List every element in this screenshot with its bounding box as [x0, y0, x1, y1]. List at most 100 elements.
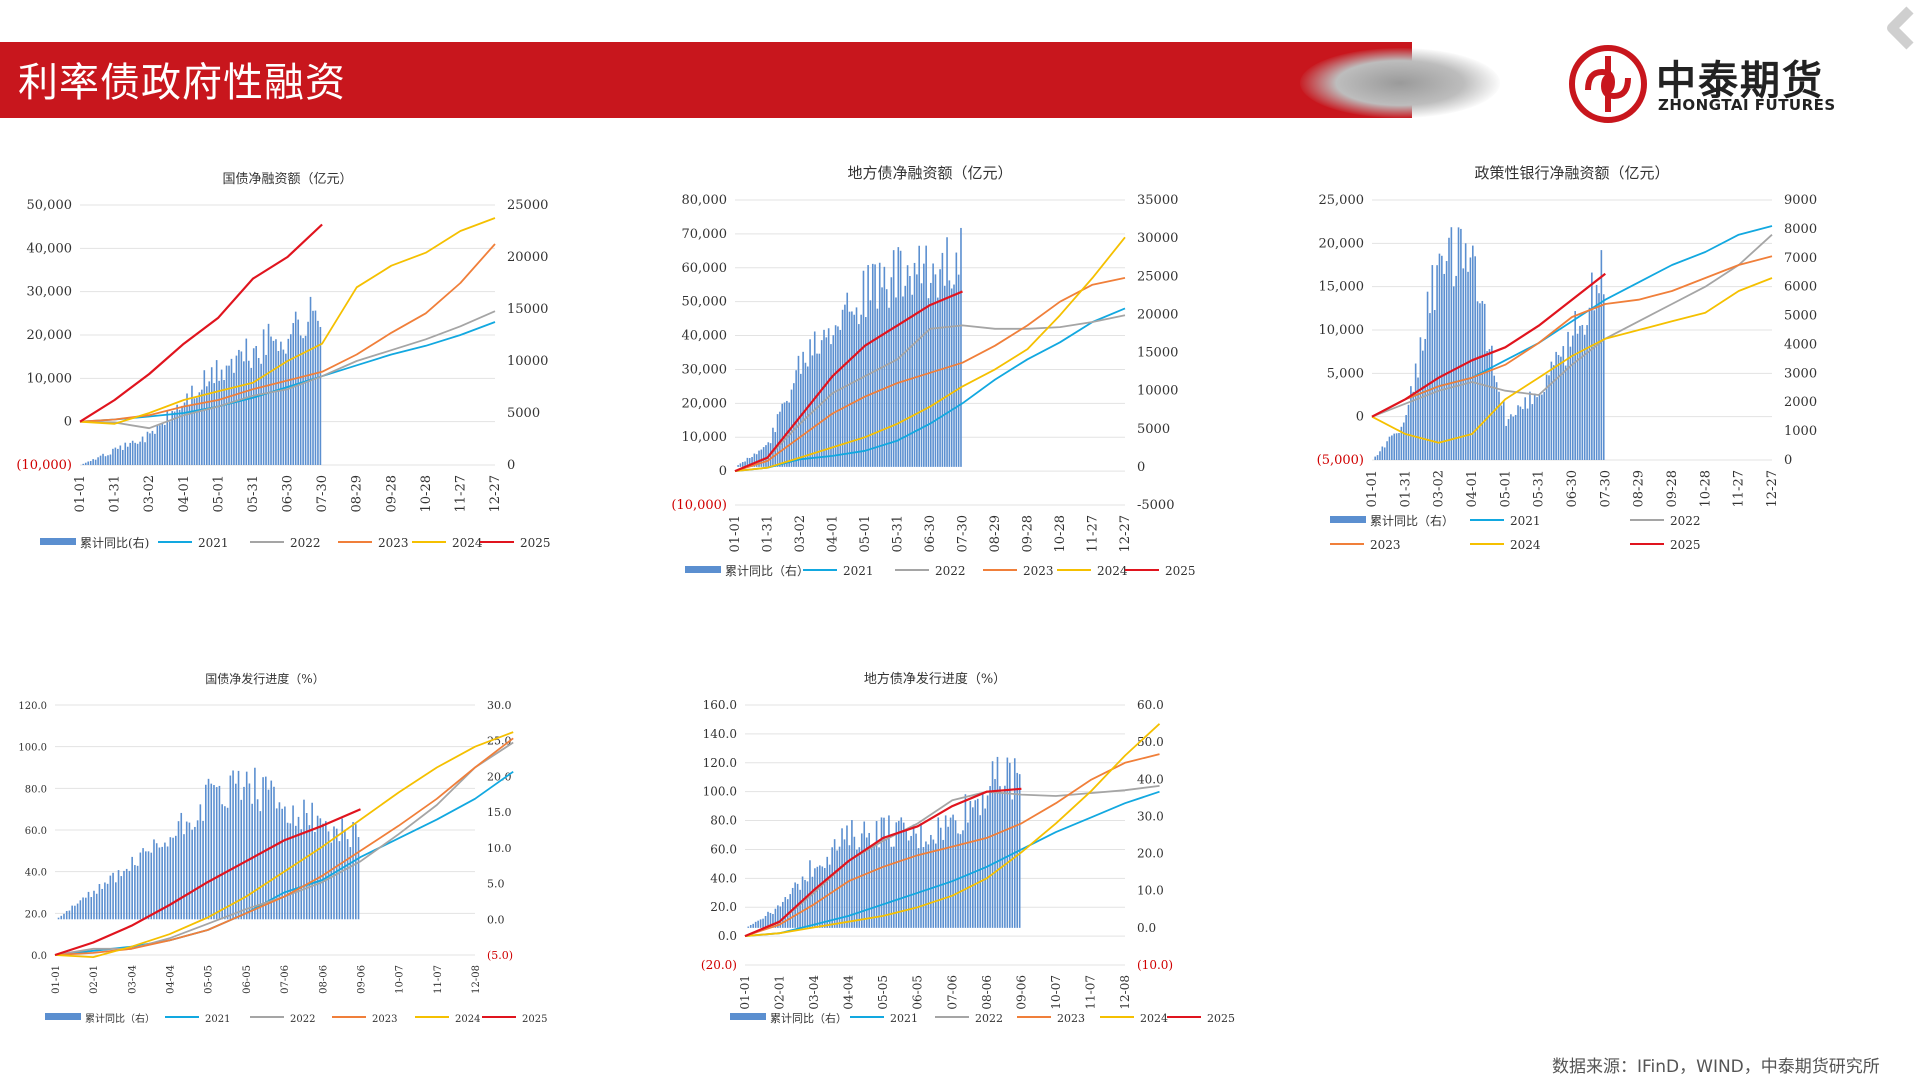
bar-cumulative-yoy [349, 847, 352, 920]
bar-cumulative-yoy [907, 840, 910, 928]
bar-cumulative-yoy [751, 457, 753, 467]
x-tick-label: 10-07 [1049, 975, 1063, 1010]
bar-cumulative-yoy [814, 868, 816, 928]
bar-cumulative-yoy [865, 317, 867, 467]
y-left-tick-label: 30,000 [682, 362, 728, 377]
series-line-2023 [734, 277, 1126, 472]
bar-cumulative-yoy [87, 461, 90, 465]
bar-cumulative-yoy [772, 914, 774, 928]
bar-cumulative-yoy [749, 924, 752, 928]
y-left-tick-label: 0.0 [718, 929, 737, 943]
bar-cumulative-yoy [158, 847, 161, 920]
bar-cumulative-yoy [136, 443, 139, 465]
bar-cumulative-yoy [109, 875, 112, 920]
y-right-tick-label: 0 [507, 458, 515, 473]
bar-cumulative-yoy [210, 367, 213, 465]
bar-cumulative-yoy [964, 794, 967, 928]
x-tick-label: 04-01 [177, 475, 192, 512]
bar-cumulative-yoy [943, 285, 946, 467]
bar-cumulative-yoy [1586, 325, 1588, 460]
x-tick-label: 05-05 [204, 965, 215, 994]
bar-cumulative-yoy [1376, 455, 1379, 460]
bar-cumulative-yoy [163, 424, 166, 465]
y-right-tick-label: 50.0 [1137, 735, 1164, 749]
y-right-tick-label: 0.0 [487, 913, 505, 926]
series-line-2022 [744, 785, 1160, 937]
bar-cumulative-yoy [300, 829, 303, 920]
bar-cumulative-yoy [115, 882, 117, 920]
bar-cumulative-yoy [818, 353, 821, 467]
bar-cumulative-yoy [747, 926, 750, 928]
y-left-tick-label: 10,000 [27, 371, 73, 386]
legend-label: 2025 [522, 1014, 547, 1025]
x-tick-label: 10-28 [1053, 515, 1068, 552]
bar-cumulative-yoy [941, 252, 944, 467]
bar-cumulative-yoy [196, 397, 198, 465]
bar-cumulative-yoy [1464, 243, 1467, 460]
x-tick-label: 07-30 [1598, 470, 1613, 507]
bar-cumulative-yoy [275, 339, 277, 465]
x-tick-label: 04-04 [166, 965, 177, 994]
bar-cumulative-yoy [317, 320, 319, 465]
series-line-2022 [1371, 234, 1773, 418]
bar-cumulative-yoy [155, 843, 158, 920]
bar-cumulative-yoy [1481, 300, 1484, 460]
bar-cumulative-yoy [63, 913, 65, 920]
bar-cumulative-yoy [180, 812, 183, 920]
x-tick-label: 06-30 [1565, 470, 1580, 507]
bar-cumulative-yoy [1591, 272, 1593, 460]
bar-cumulative-yoy [344, 829, 346, 920]
bar-cumulative-yoy [1517, 405, 1519, 460]
x-tick-label: 01-01 [1365, 470, 1380, 507]
bar-cumulative-yoy [1550, 361, 1553, 460]
bar-cumulative-yoy [752, 923, 755, 928]
bar-cumulative-yoy [285, 353, 287, 465]
bar-cumulative-yoy [925, 245, 927, 467]
bar-cumulative-yoy [953, 284, 955, 467]
bar-cumulative-yoy [210, 783, 213, 920]
bar-cumulative-yoy [92, 459, 94, 465]
bar-cumulative-yoy [151, 430, 154, 465]
bar-cumulative-yoy [979, 815, 982, 928]
bar-cumulative-yoy [868, 832, 870, 928]
x-tick-label: 04-01 [1465, 470, 1480, 507]
x-tick-label: 04-01 [826, 515, 841, 552]
bar-cumulative-yoy [794, 882, 796, 928]
bar-cumulative-yoy [957, 274, 960, 467]
legend-label: 2023 [378, 536, 409, 550]
bar-cumulative-yoy [841, 828, 843, 928]
bar-cumulative-yoy [830, 344, 832, 467]
y-right-tick-label: 10.0 [1137, 884, 1164, 898]
bar-cumulative-yoy [251, 803, 253, 920]
bar-cumulative-yoy [121, 449, 124, 465]
bar-cumulative-yoy [243, 786, 245, 920]
bar-cumulative-yoy [1533, 393, 1536, 460]
bar-cumulative-yoy [885, 289, 888, 467]
bar-cumulative-yoy [166, 846, 169, 920]
bar-cumulative-yoy [93, 890, 95, 920]
y-left-tick-label: 50,000 [27, 198, 73, 213]
bar-cumulative-yoy [949, 817, 952, 928]
bar-cumulative-yoy [232, 770, 234, 920]
bar-cumulative-yoy [853, 836, 856, 928]
bar-cumulative-yoy [870, 848, 873, 928]
x-tick-label: 05-31 [246, 475, 261, 512]
bar-cumulative-yoy [297, 319, 299, 465]
bar-cumulative-yoy [144, 442, 146, 465]
bar-cumulative-yoy [107, 455, 109, 465]
data-source-note: 数据来源：IFinD，WIND，中泰期货研究所 [1552, 1057, 1880, 1077]
y-left-tick-label: 100.0 [703, 785, 737, 799]
bar-cumulative-yoy [114, 447, 117, 465]
bar-cumulative-yoy [892, 250, 895, 467]
bar-cumulative-yoy [999, 786, 1001, 928]
bar-cumulative-yoy [1510, 414, 1512, 460]
bar-cumulative-yoy [311, 802, 313, 920]
bar-cumulative-yoy [224, 806, 226, 920]
series-line-2022 [79, 310, 496, 430]
bar-cumulative-yoy [911, 294, 914, 467]
y-right-tick-label: 25000 [1137, 269, 1178, 284]
legend-label: 累计同比（右） [725, 563, 809, 578]
bar-cumulative-yoy [1006, 757, 1009, 928]
y-left-tick-label: 25,000 [1319, 193, 1365, 208]
bar-cumulative-yoy [226, 807, 229, 920]
